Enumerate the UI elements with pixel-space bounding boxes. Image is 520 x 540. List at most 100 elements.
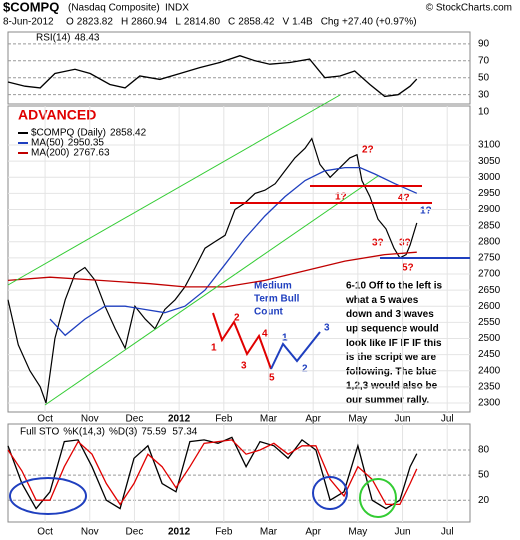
quote-value: 1.4B xyxy=(292,17,313,28)
note-line: up sequence would xyxy=(346,324,439,335)
wave-title: Term Bull xyxy=(254,294,300,305)
x-tick-label: Feb xyxy=(215,527,233,538)
copyright: © StockCharts.com xyxy=(426,3,512,14)
wave-number: 5 xyxy=(269,373,275,384)
quote-label: O xyxy=(66,17,74,28)
note-line: is the script we are xyxy=(346,352,436,363)
x-tick-label: Oct xyxy=(37,527,53,538)
series-line xyxy=(49,166,418,337)
legend-label: RSI(14) xyxy=(36,33,70,44)
y-tick-label: 3000 xyxy=(478,172,501,183)
wave-number: 4 xyxy=(262,329,268,340)
y-tick-label: 2900 xyxy=(478,204,501,215)
x-tick-label: 2012 xyxy=(168,527,191,538)
x-tick-label: Jun xyxy=(394,527,410,538)
wave-mark: 1? xyxy=(335,192,347,203)
x-tick-label: Jun xyxy=(394,414,410,425)
wave-line xyxy=(212,312,272,370)
note-line: down and 3 waves xyxy=(346,309,434,320)
y-tick-label: 2500 xyxy=(478,333,501,344)
note-line: 6-10 Off to the left is xyxy=(346,281,443,292)
y-tick-label: 2950 xyxy=(478,188,501,199)
legend-value: 2950.35 xyxy=(68,138,105,149)
y-tick-label: 2750 xyxy=(478,253,501,264)
series-line xyxy=(7,439,418,506)
wave-number: 2 xyxy=(234,313,240,324)
quote-label: C xyxy=(228,17,235,28)
quote-label: Chg xyxy=(321,17,339,28)
quote-label: H xyxy=(121,17,128,28)
wave-number: 3 xyxy=(324,323,330,334)
quote-value: 2858.42 xyxy=(238,17,275,28)
note-line: following. The blue xyxy=(346,366,437,377)
y-tick-label: 2850 xyxy=(478,220,501,231)
y-tick-label: 2700 xyxy=(478,269,501,280)
wave-number: 2 xyxy=(302,364,308,375)
x-tick-label: Jul xyxy=(441,414,454,425)
date: 8-Jun-2012 xyxy=(3,17,54,28)
exchange: INDX xyxy=(165,3,189,14)
ellipse xyxy=(359,478,397,518)
ellipse xyxy=(9,477,87,515)
channel-line xyxy=(7,94,341,286)
y-tick-label: 90 xyxy=(478,38,490,49)
quote-value: 2823.82 xyxy=(77,17,114,28)
wave-line xyxy=(270,331,321,370)
x-tick-label: 2012 xyxy=(168,414,191,425)
wave-number: 3 xyxy=(241,361,247,372)
x-tick-label: Nov xyxy=(81,527,99,538)
legend-label: %D(3) xyxy=(109,427,137,438)
x-tick-label: Mar xyxy=(260,527,278,538)
y-tick-label: 2800 xyxy=(478,236,501,247)
x-tick-label: May xyxy=(348,414,367,425)
legend-label: %K(14,3) xyxy=(63,427,105,438)
wave-mark: 3? xyxy=(372,238,384,249)
symbol-name: (Nasdaq Composite) xyxy=(68,3,160,14)
legend-label: MA(50) xyxy=(31,138,64,149)
legend-label: MA(200) xyxy=(31,148,69,159)
x-tick-label: Dec xyxy=(126,527,144,538)
wave-mark: 3? xyxy=(399,238,411,249)
y-tick-label: 2650 xyxy=(478,285,501,296)
y-tick-label: 2600 xyxy=(478,301,501,312)
legend-value: 2767.63 xyxy=(73,148,110,159)
y-tick-label: 2400 xyxy=(478,365,501,376)
ellipse xyxy=(312,476,348,510)
x-tick-label: Mar xyxy=(260,414,278,425)
y-tick-label: 2450 xyxy=(478,349,501,360)
series-line xyxy=(7,436,418,510)
annotation-shapes xyxy=(7,94,470,518)
panel-title: Full STO xyxy=(20,427,59,438)
y-tick-label: 20 xyxy=(478,495,490,506)
series-line xyxy=(7,137,418,404)
wave-mark: 5? xyxy=(402,263,414,274)
y-tick-label: 50 xyxy=(478,72,490,83)
wave-mark: 2? xyxy=(362,145,374,156)
quote-value: 2860.94 xyxy=(131,17,168,28)
x-tick-label: Oct xyxy=(37,414,53,425)
series-line xyxy=(7,251,417,288)
wave-mark: 1? xyxy=(420,206,432,217)
y-tick-label: 50 xyxy=(478,470,490,481)
rsi-frame xyxy=(7,31,471,105)
channel-line xyxy=(44,175,379,406)
legend-value: 2858.42 xyxy=(110,128,147,139)
legend-value: 75.59 xyxy=(141,427,166,438)
y-tick-label: 10 xyxy=(478,106,490,117)
quote-value: +27.40 (+0.97%) xyxy=(342,17,417,28)
x-tick-label: May xyxy=(348,527,367,538)
note-line: 1,2,3 would also be xyxy=(346,381,438,392)
y-tick-label: 70 xyxy=(478,55,490,66)
note-line: what a 5 waves xyxy=(345,295,419,306)
quote-value: 2814.80 xyxy=(184,17,221,28)
y-tick-label: 3050 xyxy=(478,156,501,167)
header: $COMPQ (Nasdaq Composite) INDX © StockCh… xyxy=(3,0,512,28)
quote-label: L xyxy=(175,17,181,28)
x-tick-label: Dec xyxy=(126,414,144,425)
note-line: look like IF IF IF this xyxy=(346,338,442,349)
x-tick-label: Jul xyxy=(441,527,454,538)
wave-title: Medium xyxy=(254,281,292,292)
series-line xyxy=(7,55,418,98)
